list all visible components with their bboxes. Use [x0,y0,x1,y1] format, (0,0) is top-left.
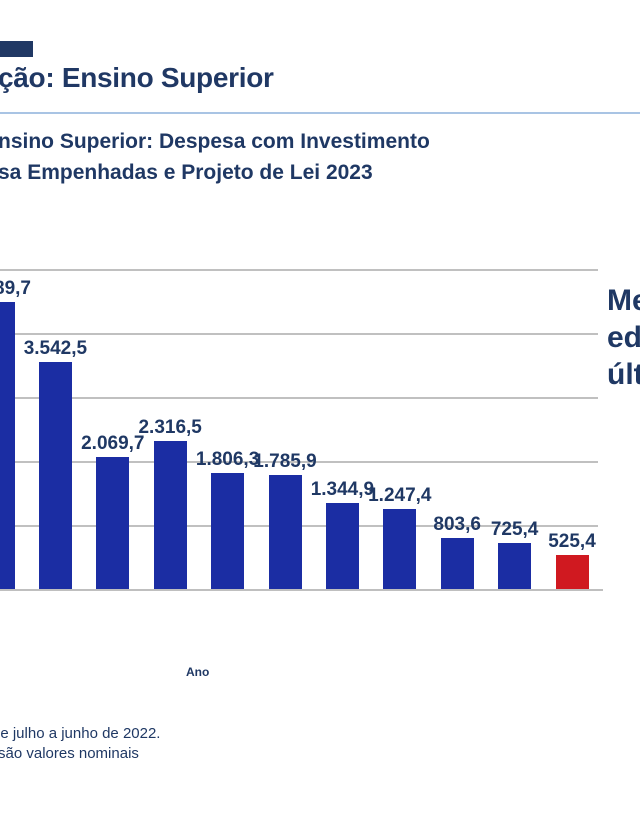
gridline [0,269,598,271]
annotation-line-1: Me [607,284,640,317]
x-axis-title: Ano [186,665,210,679]
header-badge [0,41,33,57]
gridline [0,333,598,335]
bar-value-label: 525,4 [548,531,596,553]
bar-value-label: 2.316,5 [138,416,202,438]
side-annotation: Me ed últ [607,282,640,393]
annotation-line-3: últ [607,358,640,391]
title-divider [0,112,640,114]
bar-2023-Projeto-de-Lei [555,555,589,589]
bar-2013 [0,301,15,589]
footnote-line-1: de julho a junho de 2022. [0,725,161,742]
bar-2020 [383,509,417,589]
bar-value-label: 2.069,7 [81,432,145,454]
bar-value-label: 1.247,4 [368,485,432,507]
bar-2014 [38,362,72,589]
chart-title-line1: nsino Superior: Despesa com Investimento [0,130,430,153]
bar-value-label: 1.785,9 [253,450,317,472]
page-title: ção: Ensino Superior [0,62,274,93]
footnote-line-2: são valores nominais [0,745,139,762]
footnotes: de julho a junho de 2022. são valores no… [0,724,160,764]
x-axis-line [0,589,603,591]
bar-2021 [440,537,474,589]
bar-value-label: 89,7 [0,277,31,299]
bar-value-label: 3.542,5 [23,338,88,360]
bar-2018 [268,474,302,589]
bar-value-label: 1.806,3 [195,449,260,471]
bar-2015 [96,456,130,589]
bar-2019 [325,502,359,589]
annotation-line-2: ed [607,321,640,354]
bar-value-label: 1.344,9 [310,478,375,500]
bar-2017 [211,473,245,589]
gridline [0,461,598,463]
bar-value-label: 803,6 [433,513,481,535]
bar-value-label: 725,4 [490,518,539,540]
chart-title-line2: sa Empenhadas e Projeto de Lei 2023 [0,161,373,184]
bar-2022 [498,542,532,589]
bar-chart-plot-area: 89,7133.542,520142.069,720152.316,520161… [0,220,640,820]
gridline [0,397,598,399]
bar-2016 [153,440,187,589]
